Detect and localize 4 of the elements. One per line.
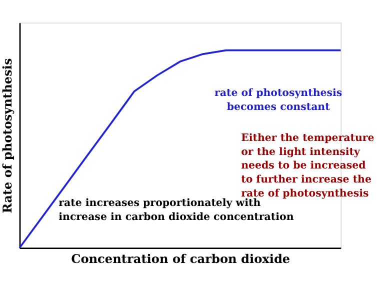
x-axis-title: Concentration of carbon dioxide <box>71 252 290 266</box>
annotation: rate of photosynthesis becomes constant <box>214 87 342 114</box>
annotation: Either the temperature or the light intensity needs to be increased to further increase the rate of photosynthesis <box>241 132 375 200</box>
y-axis-title: Rate of photosynthesis <box>0 58 15 214</box>
